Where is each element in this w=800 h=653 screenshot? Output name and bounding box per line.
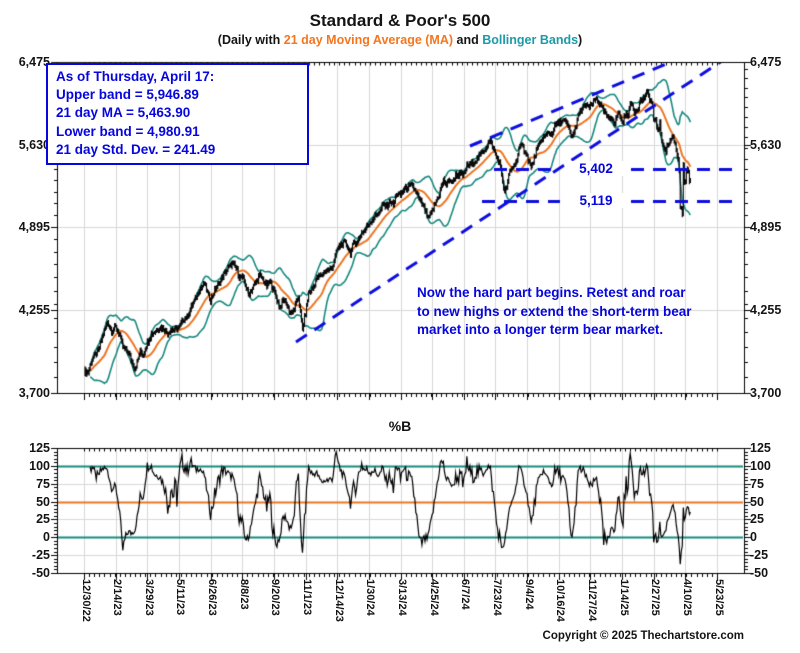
date-axis-tick-label: 9/4/24	[522, 579, 535, 610]
pctb-axis-tick-label: 100	[750, 458, 771, 473]
pctb-axis-tick-label: 25	[750, 512, 764, 527]
subtitle-and: and	[453, 33, 483, 47]
level-label-5402: 5,402	[565, 161, 627, 176]
price-axis-tick-label: 5,630	[18, 137, 50, 152]
date-axis-tick-label: 3/13/24	[396, 579, 408, 616]
date-axis-tick-label: 6/7/24	[459, 579, 472, 610]
price-axis-tick-label: 6,475	[18, 55, 50, 69]
price-axis-tick-label: 3,700	[18, 386, 50, 400]
pctb-axis-tick-label: -50	[750, 566, 769, 580]
price-axis-tick-label: 4,895	[750, 220, 782, 235]
date-axis-tick-label: 6/26/23	[206, 579, 219, 616]
pctb-axis-tick-label: 0	[43, 530, 50, 545]
subtitle-prefix: (Daily with	[217, 33, 284, 47]
info-box-line-lower-band: Lower band = 4,980.91	[56, 123, 200, 139]
price-axis-tick-label: 5,630	[750, 137, 782, 152]
date-axis-tick-label: 4/25/24	[427, 579, 440, 616]
pctb-axis-tick-label: 75	[36, 476, 50, 491]
copyright-text: Copyright © 2025 Thechartstore.com	[542, 630, 744, 642]
date-axis-tick-label: 2/14/23	[111, 579, 124, 616]
commentary-text: Now the hard part begins. Retest and roa…	[417, 284, 692, 340]
pctb-axis-tick-label: -50	[31, 566, 50, 580]
info-box-line-stddev: 21 day Std. Dev. = 241.49	[56, 141, 216, 157]
price-axis-tick-label: 4,255	[750, 303, 782, 318]
date-axis-tick-label: 12/30/22	[79, 579, 92, 622]
date-axis-tick-label: 7/23/24	[490, 579, 503, 616]
date-axis-tick-label: 8/8/23	[237, 579, 250, 610]
pctb-axis-tick-label: 75	[750, 476, 764, 491]
pctb-axis-tick-label: -25	[750, 548, 769, 563]
date-axis-tick-label: 2/27/25	[649, 579, 662, 616]
date-axis-tick-label: 11/27/24	[585, 579, 598, 622]
date-axis-tick-label: 3/29/23	[142, 579, 155, 616]
price-axis-tick-label: 4,255	[18, 303, 50, 318]
pctb-axis-tick-label: 25	[36, 512, 50, 527]
chart-subtitle: (Daily with 21 day Moving Average (MA) a…	[0, 33, 800, 47]
commentary-line: market into a longer term bear market.	[417, 322, 664, 337]
info-box-line-ma: 21 day MA = 5,463.90	[56, 105, 191, 121]
date-axis-tick-label: 4/10/25	[680, 579, 693, 616]
commentary-line: to new highs or extend the short-term be…	[417, 303, 692, 319]
subtitle-ma-label: 21 day Moving Average (MA)	[283, 33, 454, 47]
pctb-title: %B	[388, 418, 412, 434]
date-axis-tick-label: 5/11/23	[174, 579, 187, 616]
pctb-axis-tick-label: 125	[29, 441, 50, 455]
pctb-axis-tick-label: 0	[750, 530, 757, 545]
date-axis-tick-label: 5/23/25	[712, 579, 725, 616]
price-axis-tick-label: 6,475	[750, 55, 782, 69]
subtitle-suffix: )	[578, 33, 583, 47]
price-axis-tick-label: 4,895	[18, 220, 50, 235]
date-axis-tick-label: 9/20/23	[269, 579, 282, 616]
date-axis-tick-label: 10/16/24	[554, 579, 567, 622]
level-label-5119: 5,119	[565, 193, 627, 208]
date-axis-tick-label: 12/14/23	[332, 579, 345, 622]
pctb-axis-tick-label: 50	[750, 494, 764, 509]
subtitle-bollinger-label: Bollinger Bands	[482, 33, 579, 47]
date-axis-tick-label: 1/30/24	[364, 579, 377, 616]
pctb-axis-tick-label: -25	[31, 548, 50, 563]
price-axis-tick-label: 3,700	[750, 386, 782, 400]
pctb-axis-tick-label: 50	[36, 494, 50, 509]
pctb-axis-tick-label: 125	[750, 441, 771, 455]
info-box-line-asof: As of Thursday, April 17:	[56, 69, 215, 84]
date-axis-tick-label: 1/14/25	[617, 579, 630, 616]
info-box: As of Thursday, April 17: Upper band = 5…	[46, 63, 309, 166]
info-box-line-upper-band: Upper band = 5,946.89	[56, 87, 199, 103]
chart-title: Standard & Poor's 500	[309, 11, 491, 30]
date-axis-tick-label: 11/1/23	[301, 579, 314, 616]
pctb-axis-tick-label: 100	[29, 458, 50, 473]
commentary-line: Now the hard part begins. Retest and roa…	[417, 285, 686, 300]
